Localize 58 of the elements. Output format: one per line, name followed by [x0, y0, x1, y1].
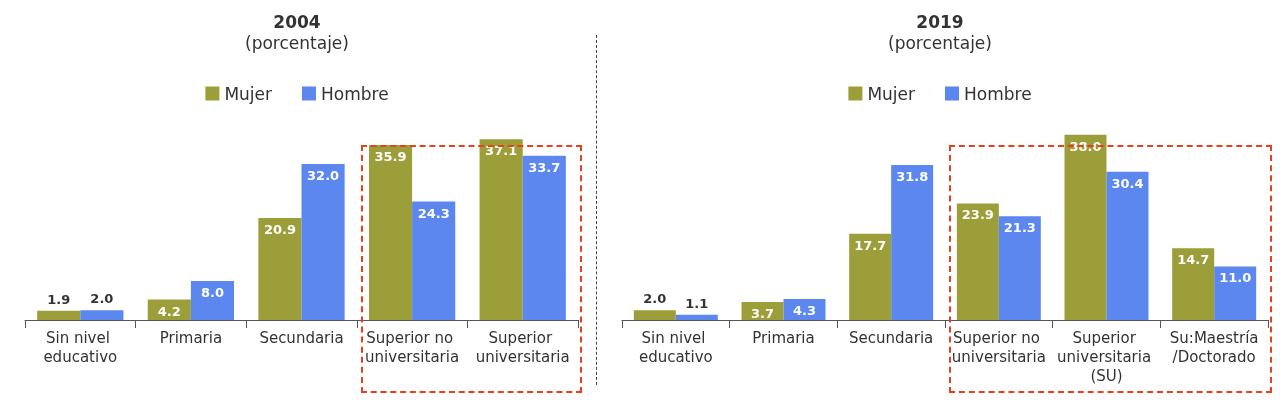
bar — [1214, 266, 1257, 320]
data-label: 21.3 — [1003, 220, 1036, 236]
legend-label: Mujer — [224, 83, 273, 104]
bar — [849, 233, 892, 320]
data-label: 35.9 — [374, 148, 407, 164]
legend-label: Hombre — [964, 83, 1032, 104]
data-label: 24.3 — [417, 205, 450, 221]
data-label: 23.9 — [961, 207, 994, 223]
bar — [412, 201, 456, 320]
bar — [301, 164, 345, 320]
bar — [522, 155, 566, 320]
bar — [1106, 171, 1149, 320]
data-label: 20.9 — [263, 222, 296, 238]
bar — [258, 218, 302, 320]
x-tick-label: Primaria — [752, 328, 815, 347]
data-label: 11.0 — [1219, 270, 1252, 286]
bar — [956, 203, 999, 320]
bar — [891, 164, 934, 320]
data-label: 2.0 — [90, 291, 114, 307]
bar — [368, 144, 413, 320]
data-label: 8.0 — [200, 285, 224, 300]
bar — [675, 314, 718, 320]
x-tick-label: Secundaria — [259, 328, 344, 347]
bar — [190, 281, 235, 320]
data-label: 1.9 — [47, 291, 71, 307]
bar — [1172, 248, 1215, 320]
data-label: 14.7 — [1177, 252, 1210, 268]
bar — [998, 216, 1041, 320]
chart-title: 2004 — [273, 11, 321, 32]
x-tick-label: Superior no universitaria — [951, 328, 1046, 366]
bar — [633, 310, 676, 320]
data-label: 3.7 — [750, 305, 775, 321]
data-label: 1.1 — [685, 295, 709, 311]
data-label: 33.7 — [528, 159, 561, 175]
legend-label: Mujer — [867, 83, 916, 104]
chart-subtitle: (porcentaje) — [245, 32, 349, 53]
bar — [37, 310, 81, 320]
legend-label: Hombre — [321, 83, 389, 104]
x-tick-label: Sin nivel educativo — [638, 328, 713, 366]
bar — [479, 139, 523, 320]
chart-title: 2019 — [916, 11, 964, 32]
x-tick-label: Primaria — [159, 328, 223, 347]
data-label: 30.4 — [1111, 175, 1144, 191]
chart-subtitle: (porcentaje) — [888, 32, 992, 53]
data-label: 32.0 — [307, 168, 340, 183]
data-label: 17.7 — [854, 237, 887, 253]
data-label: 4.3 — [792, 303, 817, 319]
data-label: 2.0 — [643, 291, 667, 307]
x-tick-label: Sin nivel educativo — [43, 328, 118, 366]
x-tick-label: Superior universitaria — [475, 328, 570, 366]
x-tick-label: Superior no universitaria — [365, 328, 460, 366]
bar — [1064, 134, 1107, 320]
x-tick-label: Secundaria — [849, 328, 934, 347]
x-tick-label: Superior universitaria (SU) — [1057, 328, 1156, 385]
data-label: 31.8 — [896, 168, 929, 184]
x-tick-label: Su:Maestría/Doctorado — [1169, 328, 1259, 366]
bar — [80, 310, 124, 320]
data-label: 4.2 — [157, 303, 181, 319]
